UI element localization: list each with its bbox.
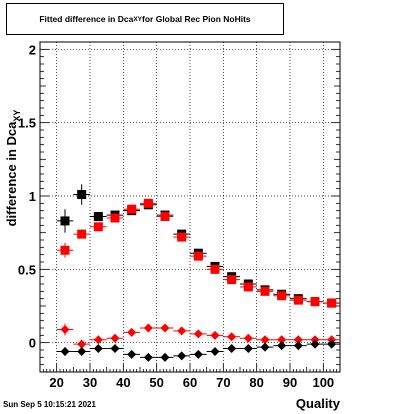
data-point-diamond <box>227 344 237 354</box>
data-point-diamond <box>127 349 137 359</box>
data-point-diamond <box>93 344 103 354</box>
data-point-diamond <box>243 344 253 354</box>
data-point-square <box>60 216 70 226</box>
data-point-square <box>143 198 153 208</box>
data-point-diamond <box>243 333 253 343</box>
x-tick-label: 30 <box>83 375 97 390</box>
data-point-diamond <box>293 335 303 345</box>
data-point-square <box>327 298 337 308</box>
x-tick-label: 70 <box>216 375 230 390</box>
data-point-diamond <box>277 341 287 351</box>
data-point-square <box>110 213 120 223</box>
y-tick-label: 1.5 <box>18 116 36 131</box>
chart-title: Fitted difference in Dca XY for Global Re… <box>6 3 284 35</box>
data-point-square <box>243 282 253 292</box>
data-point-square <box>177 232 187 242</box>
data-point-diamond <box>177 326 187 336</box>
data-point-diamond <box>260 335 270 345</box>
data-point-diamond <box>143 323 153 333</box>
data-point-diamond <box>327 339 337 349</box>
data-point-diamond <box>60 346 70 356</box>
data-point-diamond <box>110 333 120 343</box>
data-point-square <box>127 204 137 214</box>
y-axis-label-main: difference in Dca <box>4 121 19 227</box>
data-point-square <box>77 229 87 239</box>
data-point-diamond <box>210 346 220 356</box>
data-point-diamond <box>143 352 153 362</box>
data-point-square <box>227 275 237 285</box>
data-point-diamond <box>160 323 170 333</box>
y-tick-label: 0 <box>29 336 36 351</box>
y-tick-label: 0.5 <box>18 262 36 277</box>
data-point-diamond <box>193 329 203 339</box>
x-tick-label: 50 <box>149 375 163 390</box>
data-point-diamond <box>110 344 120 354</box>
data-point-diamond <box>310 339 320 349</box>
x-tick-label: 60 <box>183 375 197 390</box>
x-tick-label: 80 <box>249 375 263 390</box>
title-main: Fitted difference in Dca <box>39 14 134 24</box>
data-point-diamond <box>227 332 237 342</box>
data-point-square <box>93 222 103 232</box>
data-point-diamond <box>260 342 270 352</box>
data-point-diamond <box>210 330 220 340</box>
data-point-diamond <box>77 339 87 349</box>
data-point-diamond <box>60 324 70 334</box>
data-point-square <box>310 297 320 307</box>
data-point-diamond <box>127 327 137 337</box>
data-point-diamond <box>160 352 170 362</box>
data-point-square <box>93 212 103 222</box>
data-point-diamond <box>193 349 203 359</box>
y-tick-label: 2 <box>29 42 36 57</box>
data-point-square <box>77 190 87 200</box>
data-point-diamond <box>77 346 87 356</box>
data-point-square <box>160 212 170 222</box>
x-tick-label: 100 <box>312 375 334 390</box>
data-point-square <box>210 264 220 274</box>
timestamp: Sun Sep 5 10:15:21 2021 <box>3 400 96 409</box>
title-subscript: XY <box>133 15 143 23</box>
x-tick-label: 40 <box>116 375 130 390</box>
data-point-square <box>193 251 203 261</box>
y-tick-label: 1 <box>29 189 36 204</box>
y-axis-label: difference in DcaXY <box>4 110 22 227</box>
x-axis-label: Quality <box>295 396 340 411</box>
x-tick-label: 90 <box>283 375 297 390</box>
data-point-diamond <box>277 335 287 345</box>
data-point-diamond <box>293 341 303 351</box>
data-point-square <box>260 286 270 296</box>
y-axis-label-subscript: XY <box>12 109 22 122</box>
data-point-diamond <box>93 335 103 345</box>
x-tick-label: 20 <box>49 375 63 390</box>
data-point-diamond <box>177 351 187 361</box>
title-rest: for Global Rec Pion NoHits <box>142 14 251 24</box>
data-point-square <box>293 295 303 305</box>
data-point-square <box>277 291 287 301</box>
data-point-square <box>60 245 70 255</box>
